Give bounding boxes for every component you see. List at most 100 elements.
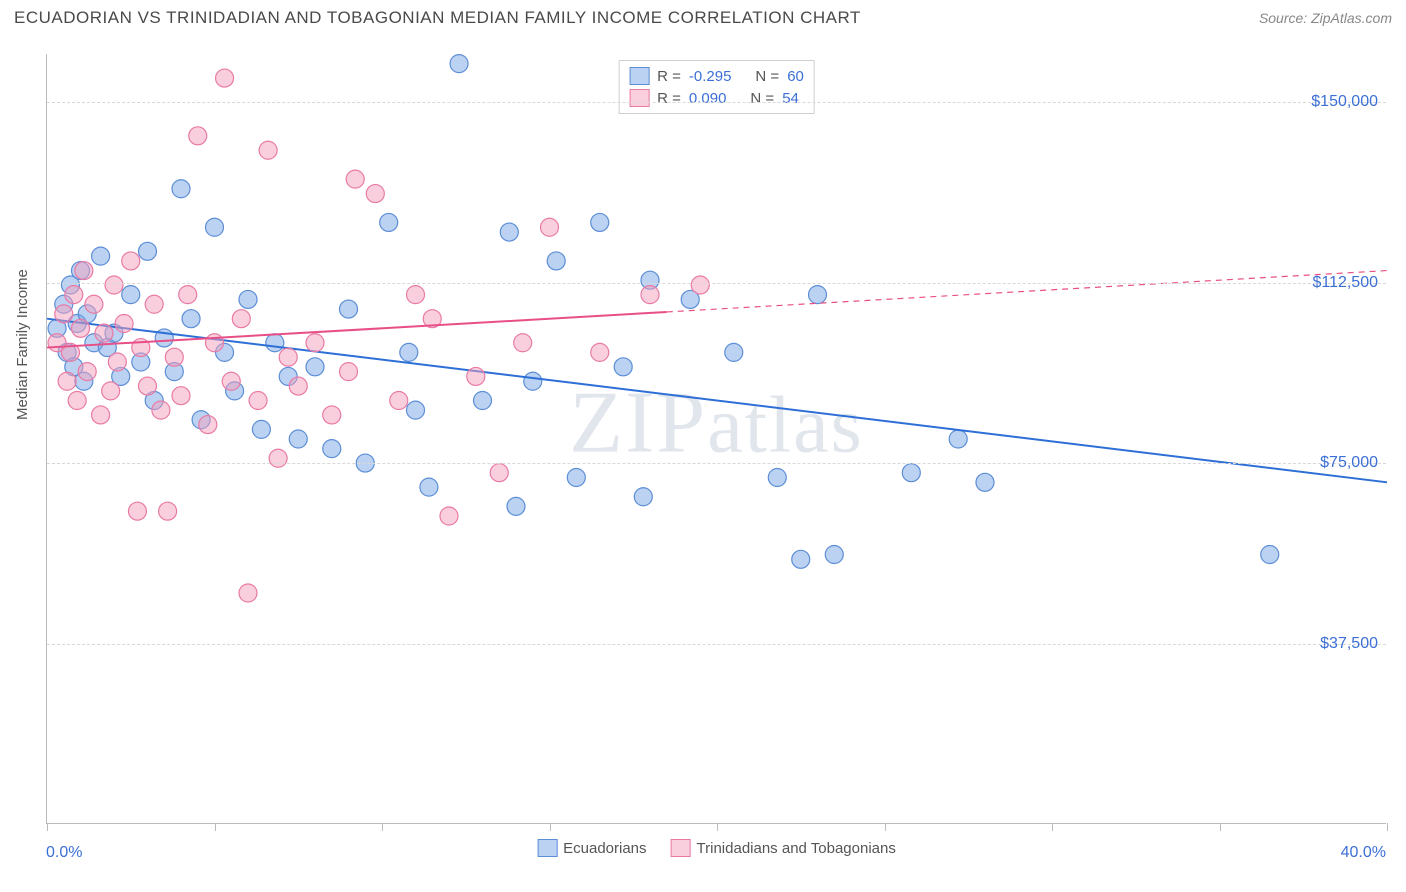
- data-point: [340, 300, 358, 318]
- data-point: [75, 262, 93, 280]
- corr-r-value: 0.090: [689, 90, 727, 107]
- data-point: [306, 334, 324, 352]
- data-point: [222, 372, 240, 390]
- data-point: [239, 584, 257, 602]
- data-point: [949, 430, 967, 448]
- data-point: [507, 497, 525, 515]
- legend-label: Ecuadorians: [563, 840, 646, 857]
- legend-label: Trinidadians and Tobagonians: [697, 840, 896, 857]
- data-point: [340, 363, 358, 381]
- correlation-legend: R =-0.295N =60R =0.090N =54: [618, 60, 815, 114]
- data-point: [249, 392, 267, 410]
- data-point: [725, 343, 743, 361]
- corr-r-label: R =: [657, 68, 681, 85]
- data-point: [400, 343, 418, 361]
- data-point: [199, 416, 217, 434]
- data-point: [691, 276, 709, 294]
- source-label: Source: ZipAtlas.com: [1259, 10, 1392, 26]
- data-point: [567, 469, 585, 487]
- data-point: [92, 247, 110, 265]
- x-tick: [550, 823, 551, 831]
- data-point: [179, 286, 197, 304]
- data-point: [92, 406, 110, 424]
- data-point: [266, 334, 284, 352]
- data-point: [591, 343, 609, 361]
- data-point: [206, 218, 224, 236]
- scatter-plot: [47, 54, 1386, 823]
- data-point: [259, 141, 277, 159]
- data-point: [65, 286, 83, 304]
- data-point: [1261, 546, 1279, 564]
- data-point: [108, 353, 126, 371]
- data-point: [524, 372, 542, 390]
- corr-n-label: N =: [750, 90, 774, 107]
- data-point: [159, 502, 177, 520]
- data-point: [289, 377, 307, 395]
- data-point: [514, 334, 532, 352]
- data-point: [547, 252, 565, 270]
- data-point: [139, 242, 157, 260]
- x-axis-max-label: 40.0%: [1341, 844, 1386, 862]
- gridline: [47, 283, 1386, 284]
- data-point: [232, 310, 250, 328]
- corr-legend-row: R =0.090N =54: [629, 87, 804, 109]
- data-point: [172, 180, 190, 198]
- data-point: [467, 367, 485, 385]
- data-point: [55, 305, 73, 323]
- corr-r-label: R =: [657, 90, 681, 107]
- data-point: [440, 507, 458, 525]
- data-point: [792, 550, 810, 568]
- data-point: [346, 170, 364, 188]
- x-tick: [47, 823, 48, 831]
- data-point: [189, 127, 207, 145]
- legend-swatch: [537, 839, 557, 857]
- data-point: [172, 387, 190, 405]
- data-point: [420, 478, 438, 496]
- legend-swatch: [671, 839, 691, 857]
- header: ECUADORIAN VS TRINIDADIAN AND TOBAGONIAN…: [0, 0, 1406, 32]
- data-point: [105, 276, 123, 294]
- data-point: [390, 392, 408, 410]
- legend-swatch: [629, 67, 649, 85]
- legend-item: Trinidadians and Tobagonians: [671, 839, 896, 857]
- x-tick: [1220, 823, 1221, 831]
- corr-legend-row: R =-0.295N =60: [629, 65, 804, 87]
- data-point: [78, 363, 96, 381]
- data-point: [768, 469, 786, 487]
- x-tick: [885, 823, 886, 831]
- data-point: [407, 286, 425, 304]
- data-point: [380, 213, 398, 231]
- data-point: [239, 290, 257, 308]
- data-point: [252, 420, 270, 438]
- trend-line-dashed: [667, 271, 1387, 312]
- x-axis-min-label: 0.0%: [46, 844, 82, 862]
- y-tick-label: $150,000: [1311, 93, 1378, 111]
- x-tick: [717, 823, 718, 831]
- data-point: [115, 315, 133, 333]
- y-axis-label: Median Family Income: [14, 269, 31, 420]
- data-point: [95, 324, 113, 342]
- x-tick: [215, 823, 216, 831]
- legend-item: Ecuadorians: [537, 839, 646, 857]
- data-point: [206, 334, 224, 352]
- data-point: [366, 185, 384, 203]
- data-point: [976, 473, 994, 491]
- data-point: [323, 406, 341, 424]
- data-point: [490, 464, 508, 482]
- corr-r-value: -0.295: [689, 68, 732, 85]
- data-point: [809, 286, 827, 304]
- gridline: [47, 644, 1386, 645]
- data-point: [72, 319, 90, 337]
- gridline: [47, 102, 1386, 103]
- data-point: [269, 449, 287, 467]
- data-point: [407, 401, 425, 419]
- data-point: [500, 223, 518, 241]
- y-tick-label: $37,500: [1320, 635, 1378, 653]
- legend-swatch: [629, 89, 649, 107]
- data-point: [182, 310, 200, 328]
- data-point: [58, 372, 76, 390]
- data-point: [902, 464, 920, 482]
- x-tick: [382, 823, 383, 831]
- data-point: [122, 252, 140, 270]
- data-point: [85, 295, 103, 313]
